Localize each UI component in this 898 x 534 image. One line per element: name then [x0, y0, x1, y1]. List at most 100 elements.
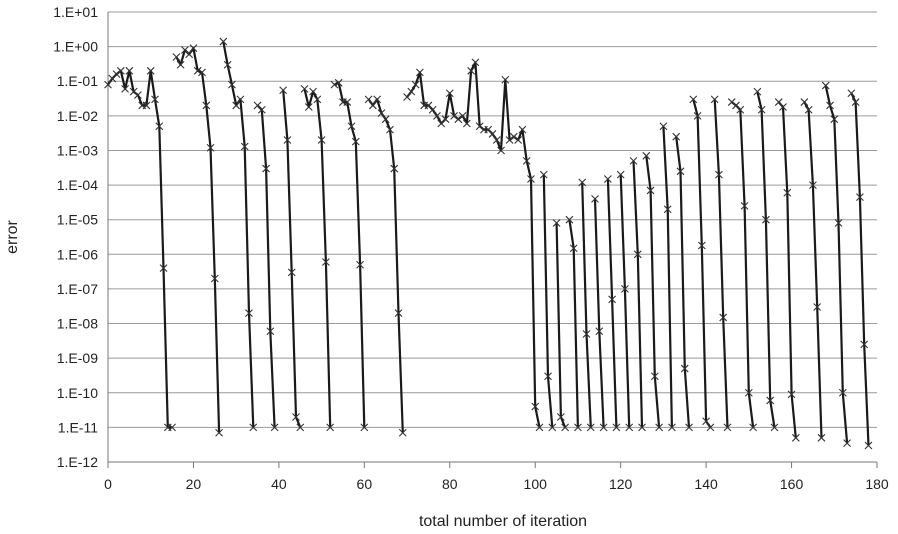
data-point-marker	[467, 66, 476, 75]
data-point-marker	[407, 87, 416, 96]
series-line-22	[713, 99, 729, 428]
data-point-marker	[783, 188, 792, 197]
y-tick-label: 1.E-10	[57, 385, 98, 401]
data-point-marker	[770, 423, 779, 432]
data-point-marker	[394, 309, 403, 318]
y-tick-label: 1.E-11	[58, 419, 98, 435]
data-point-marker	[727, 98, 736, 106]
data-point-marker	[509, 132, 518, 141]
x-tick-label: 100	[524, 476, 548, 492]
data-point-marker	[851, 98, 860, 106]
data-point-marker	[535, 423, 544, 432]
data-point-marker	[847, 89, 856, 98]
x-tick-labels: 0 20 40 60 80 100 120 140 160 180	[104, 476, 889, 492]
data-point-marker	[791, 433, 800, 442]
x-tick-label: 160	[780, 476, 804, 492]
data-point-marker	[206, 143, 215, 152]
data-point-marker	[202, 101, 211, 110]
data-point-marker	[603, 175, 612, 183]
data-point-marker	[608, 295, 617, 304]
data-point-marker	[270, 423, 279, 432]
series-line-11	[555, 222, 567, 428]
data-point-marker	[364, 95, 373, 104]
data-point-marker	[236, 95, 245, 104]
series-line-18	[645, 155, 661, 428]
data-point-marker	[228, 80, 236, 89]
data-point-marker	[172, 53, 181, 61]
series-line-25	[777, 101, 797, 438]
data-point-marker	[561, 423, 570, 432]
data-point-marker	[475, 122, 484, 131]
data-point-marker	[168, 423, 176, 432]
data-point-marker	[398, 428, 407, 437]
data-point-marker	[330, 80, 339, 89]
series-markers	[104, 37, 873, 450]
series-line-10	[542, 174, 554, 428]
series-line-24	[756, 91, 776, 428]
data-point-marker	[219, 37, 228, 46]
data-point-marker	[313, 95, 322, 104]
data-point-marker	[625, 423, 634, 432]
data-point-marker	[240, 142, 249, 151]
data-point-marker	[612, 423, 621, 432]
data-point-marker	[779, 103, 787, 111]
series-line-6	[303, 88, 332, 428]
data-point-marker	[762, 215, 770, 224]
data-point-marker	[215, 428, 223, 437]
series-line-17	[632, 160, 644, 428]
data-point-marker	[450, 111, 458, 120]
series-line-3	[222, 41, 255, 428]
data-point-marker	[595, 327, 604, 336]
data-point-marker	[343, 98, 352, 106]
data-point-marker	[262, 164, 270, 173]
data-point-marker	[621, 285, 629, 293]
data-point-marker	[633, 250, 642, 259]
data-point-marker	[309, 87, 317, 96]
data-point-marker	[176, 60, 185, 69]
data-point-marker	[497, 146, 505, 155]
data-point-marker	[659, 122, 668, 131]
data-point-marker	[116, 66, 125, 75]
axes	[107, 12, 878, 468]
x-axis-label: total number of iteration	[419, 513, 587, 530]
data-point-marker	[368, 101, 377, 110]
x-tick-label: 140	[694, 476, 718, 492]
data-point-marker	[317, 136, 326, 144]
data-point-marker	[488, 130, 497, 138]
data-point-marker	[821, 81, 830, 90]
data-point-marker	[304, 103, 313, 111]
data-point-marker	[582, 330, 591, 338]
data-point-marker	[185, 50, 194, 59]
data-point-marker	[710, 95, 719, 104]
horizontal-gridlines	[108, 11, 877, 428]
data-point-marker	[556, 413, 565, 421]
data-point-marker	[104, 80, 112, 89]
series-line-13	[581, 182, 592, 428]
data-point-marker	[766, 396, 775, 405]
data-point-marker	[646, 186, 655, 195]
data-point-marker	[492, 136, 501, 144]
data-point-marker	[809, 181, 817, 189]
data-point-marker	[514, 136, 523, 144]
y-tick-label: 1.E+00	[53, 39, 98, 55]
data-point-marker	[505, 136, 514, 144]
data-point-marker	[736, 105, 745, 114]
data-point-marker	[531, 402, 540, 411]
data-point-marker	[377, 109, 386, 117]
data-point-marker	[544, 372, 552, 381]
y-tick-label: 1.E-03	[57, 142, 98, 158]
data-point-marker	[599, 423, 608, 432]
data-point-marker	[539, 170, 548, 179]
data-point-marker	[386, 125, 394, 134]
data-point-marker	[155, 122, 164, 131]
data-point-marker	[266, 327, 275, 336]
x-tick-label: 180	[865, 476, 889, 492]
data-point-marker	[856, 193, 864, 201]
data-point-marker	[569, 244, 578, 253]
x-tick-label: 60	[357, 476, 373, 492]
data-point-marker	[287, 268, 296, 277]
series-line-21	[692, 99, 712, 429]
y-tick-label: 1.E-07	[57, 281, 98, 297]
data-point-marker	[142, 101, 151, 110]
